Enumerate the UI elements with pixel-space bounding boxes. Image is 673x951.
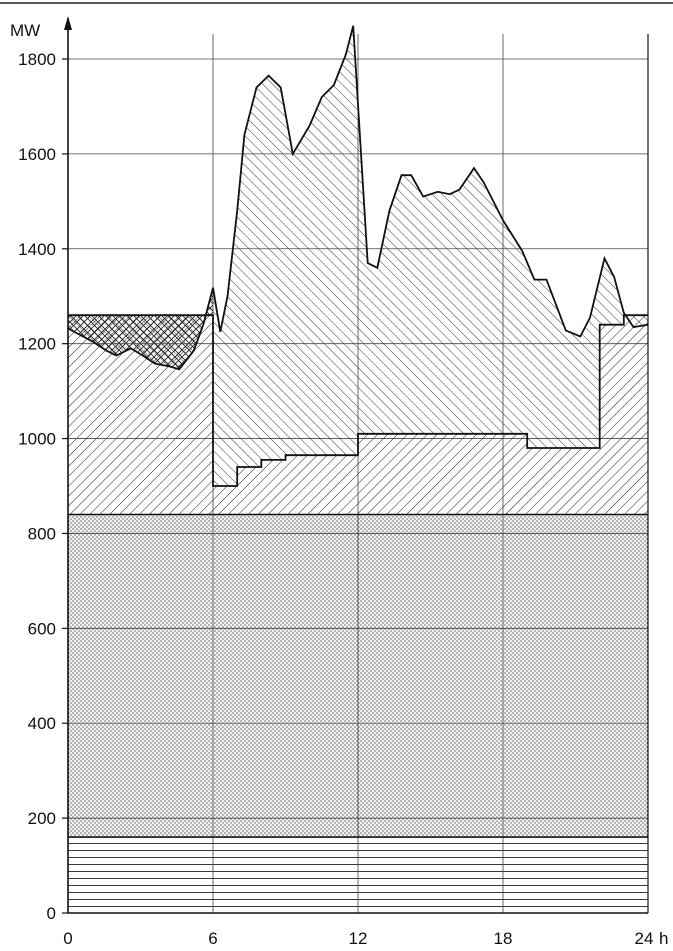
y-tick-label: 1800 xyxy=(18,50,56,69)
y-tick-labels: 0 200 400 600 800 1000 1200 1400 1600 1800 xyxy=(18,50,56,923)
y-tick-label: 800 xyxy=(28,524,56,543)
series-outlines xyxy=(67,25,649,838)
y-axis-unit-label: MW xyxy=(10,21,40,40)
y-axis-arrow xyxy=(64,16,72,30)
y-tick-label: 200 xyxy=(28,809,56,828)
y-tick-label: 1000 xyxy=(18,430,56,449)
y-tick-label: 400 xyxy=(28,714,56,733)
y-tick-label: 1200 xyxy=(18,335,56,354)
x-tick-label: 24 xyxy=(635,929,654,948)
series-line-3 xyxy=(68,314,648,487)
x-tick-labels: 0 6 12 18 24 xyxy=(63,929,653,948)
x-tick-label: 12 xyxy=(349,929,368,948)
axes xyxy=(62,16,649,914)
y-tick-label: 1600 xyxy=(18,145,56,164)
y-tick-label: 0 xyxy=(47,904,56,923)
x-tick-label: 18 xyxy=(494,929,513,948)
x-axis-unit-label: h xyxy=(659,929,668,948)
series-line-4 xyxy=(67,25,649,371)
y-tick-label: 1400 xyxy=(18,240,56,259)
y-tick-label: 600 xyxy=(28,619,56,638)
x-tick-label: 6 xyxy=(208,929,217,948)
x-tick-label: 0 xyxy=(63,929,72,948)
